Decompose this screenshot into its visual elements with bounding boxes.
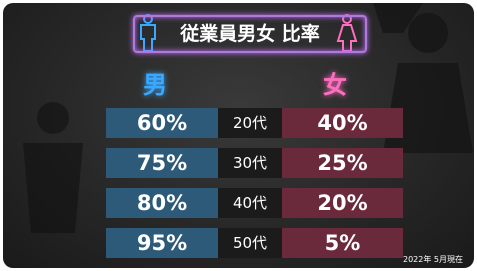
male-ratio: 60% [106, 108, 218, 138]
footnote: 2022年 5月現在 [403, 254, 463, 265]
female-ratio: 40% [282, 108, 403, 138]
male-ratio: 95% [106, 228, 218, 258]
male-header: 男 [143, 65, 167, 100]
age-group: 30代 [218, 148, 282, 178]
page: 従業員男女 比率 男 女 60%20代40% 75%30代25% 80%40代20%… [0, 0, 477, 271]
age-group: 20代 [218, 108, 282, 138]
age-group: 50代 [218, 228, 282, 258]
female-ratio: 25% [282, 148, 403, 178]
title: 従業員男女 比率 [133, 15, 367, 53]
age-group: 40代 [218, 188, 282, 218]
female-ratio: 20% [282, 188, 403, 218]
male-ratio: 75% [106, 148, 218, 178]
female-header: 女 [323, 65, 347, 100]
male-ratio: 80% [106, 188, 218, 218]
female-ratio: 5% [282, 228, 403, 258]
